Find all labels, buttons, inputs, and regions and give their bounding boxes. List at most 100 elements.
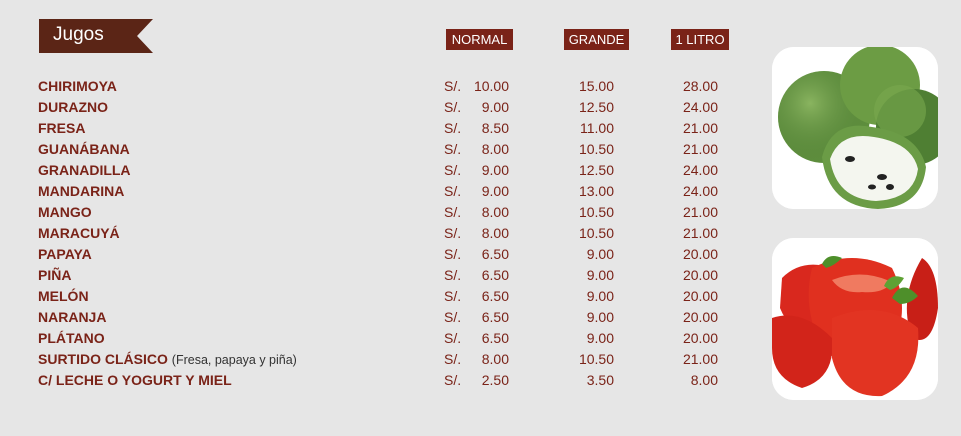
price-grande: 12.50	[578, 162, 614, 178]
item-name: FRESA	[38, 120, 85, 136]
price-grande: 3.50	[586, 372, 614, 388]
item-note: (Fresa, papaya y piña)	[171, 353, 297, 367]
item-name: GRANADILLA	[38, 162, 131, 178]
currency-label: S/.	[444, 162, 462, 178]
price-normal: 8.00	[481, 225, 509, 241]
price-row: CHIRIMOYA S/. 10.00 15.00 28.00	[0, 76, 760, 97]
price-row: PAPAYA S/. 6.50 9.00 20.00	[0, 244, 760, 265]
price-litro: 21.00	[682, 141, 718, 157]
price-litro: 21.00	[682, 351, 718, 367]
column-header-grande: GRANDE	[564, 29, 629, 50]
item-name-text: PAPAYA	[38, 246, 92, 262]
chirimoya-photo	[772, 47, 938, 209]
item-name: MANGO	[38, 204, 92, 220]
currency-label: S/.	[444, 309, 462, 325]
price-litro: 8.00	[690, 372, 718, 388]
price-litro: 20.00	[682, 267, 718, 283]
price-row: DURAZNO S/. 9.00 12.50 24.00	[0, 97, 760, 118]
price-row: NARANJA S/. 6.50 9.00 20.00	[0, 307, 760, 328]
item-name: SURTIDO CLÁSICO (Fresa, papaya y piña)	[38, 351, 297, 367]
price-grande: 15.00	[578, 78, 614, 94]
column-header-litro: 1 LITRO	[671, 29, 729, 50]
currency-label: S/.	[444, 372, 462, 388]
item-name: PIÑA	[38, 267, 71, 283]
price-litro: 28.00	[682, 78, 718, 94]
item-name-text: PLÁTANO	[38, 330, 105, 346]
price-row: GUANÁBANA S/. 8.00 10.50 21.00	[0, 139, 760, 160]
item-name: MANDARINA	[38, 183, 124, 199]
item-name-text: CHIRIMOYA	[38, 78, 117, 94]
price-row: FRESA S/. 8.50 11.00 21.00	[0, 118, 760, 139]
item-name: PAPAYA	[38, 246, 92, 262]
price-normal: 6.50	[481, 267, 509, 283]
price-grande: 10.50	[578, 225, 614, 241]
item-name: MARACUYÁ	[38, 225, 120, 241]
currency-label: S/.	[444, 267, 462, 283]
price-row: PIÑA S/. 6.50 9.00 20.00	[0, 265, 760, 286]
price-grande: 12.50	[578, 99, 614, 115]
price-litro: 21.00	[682, 225, 718, 241]
item-name-text: GRANADILLA	[38, 162, 131, 178]
price-litro: 21.00	[682, 120, 718, 136]
price-normal: 8.00	[481, 351, 509, 367]
currency-label: S/.	[444, 330, 462, 346]
price-litro: 20.00	[682, 246, 718, 262]
price-litro: 20.00	[682, 330, 718, 346]
price-normal: 8.00	[481, 204, 509, 220]
currency-label: S/.	[444, 141, 462, 157]
price-normal: 6.50	[481, 309, 509, 325]
price-list: CHIRIMOYA S/. 10.00 15.00 28.00 DURAZNO S/. 9.0…	[0, 76, 760, 391]
price-grande: 10.50	[578, 351, 614, 367]
currency-label: S/.	[444, 204, 462, 220]
price-row: MANDARINA S/. 9.00 13.00 24.00	[0, 181, 760, 202]
price-normal: 10.00	[473, 78, 509, 94]
price-grande: 9.00	[586, 246, 614, 262]
price-normal: 6.50	[481, 288, 509, 304]
price-row: PLÁTANO S/. 6.50 9.00 20.00	[0, 328, 760, 349]
item-name-text: MANDARINA	[38, 183, 125, 199]
item-name-text: NARANJA	[38, 309, 107, 325]
price-row: MARACUYÁ S/. 8.00 10.50 21.00	[0, 223, 760, 244]
price-normal: 9.00	[481, 183, 509, 199]
price-litro: 24.00	[682, 99, 718, 115]
currency-label: S/.	[444, 351, 462, 367]
item-name: GUANÁBANA	[38, 141, 130, 157]
price-row: GRANADILLA S/. 9.00 12.50 24.00	[0, 160, 760, 181]
price-grande: 10.50	[578, 204, 614, 220]
currency-label: S/.	[444, 288, 462, 304]
currency-label: S/.	[444, 120, 462, 136]
price-grande: 9.00	[586, 288, 614, 304]
item-name: CHIRIMOYA	[38, 78, 117, 94]
currency-label: S/.	[444, 183, 462, 199]
item-name: C/ LECHE O YOGURT Y MIEL	[38, 372, 232, 388]
currency-label: S/.	[444, 246, 462, 262]
column-header-normal: NORMAL	[446, 29, 513, 50]
price-grande: 10.50	[578, 141, 614, 157]
price-normal: 2.50	[481, 372, 509, 388]
price-normal: 8.00	[481, 141, 509, 157]
item-name-text: C/ LECHE O YOGURT Y MIEL	[38, 372, 232, 388]
section-title-banner: Jugos	[39, 19, 153, 53]
price-litro: 24.00	[682, 183, 718, 199]
item-name: MELÓN	[38, 288, 89, 304]
currency-label: S/.	[444, 78, 462, 94]
price-litro: 24.00	[682, 162, 718, 178]
price-row: MANGO S/. 8.00 10.50 21.00	[0, 202, 760, 223]
item-name-text: FRESA	[38, 120, 86, 136]
item-name: PLÁTANO	[38, 330, 105, 346]
price-litro: 20.00	[682, 309, 718, 325]
currency-label: S/.	[444, 99, 462, 115]
price-row: SURTIDO CLÁSICO (Fresa, papaya y piña) S/…	[0, 349, 760, 370]
item-name-text: MANGO	[38, 204, 92, 220]
price-normal: 6.50	[481, 246, 509, 262]
strawberry-photo	[772, 238, 938, 400]
price-grande: 11.00	[580, 120, 614, 136]
price-normal: 9.00	[481, 162, 509, 178]
item-name-text: MELÓN	[38, 288, 89, 304]
price-litro: 21.00	[682, 204, 718, 220]
item-name-text: DURAZNO	[38, 99, 108, 115]
price-row: MELÓN S/. 6.50 9.00 20.00	[0, 286, 760, 307]
price-grande: 13.00	[578, 183, 614, 199]
price-litro: 20.00	[682, 288, 718, 304]
price-normal: 9.00	[481, 99, 509, 115]
